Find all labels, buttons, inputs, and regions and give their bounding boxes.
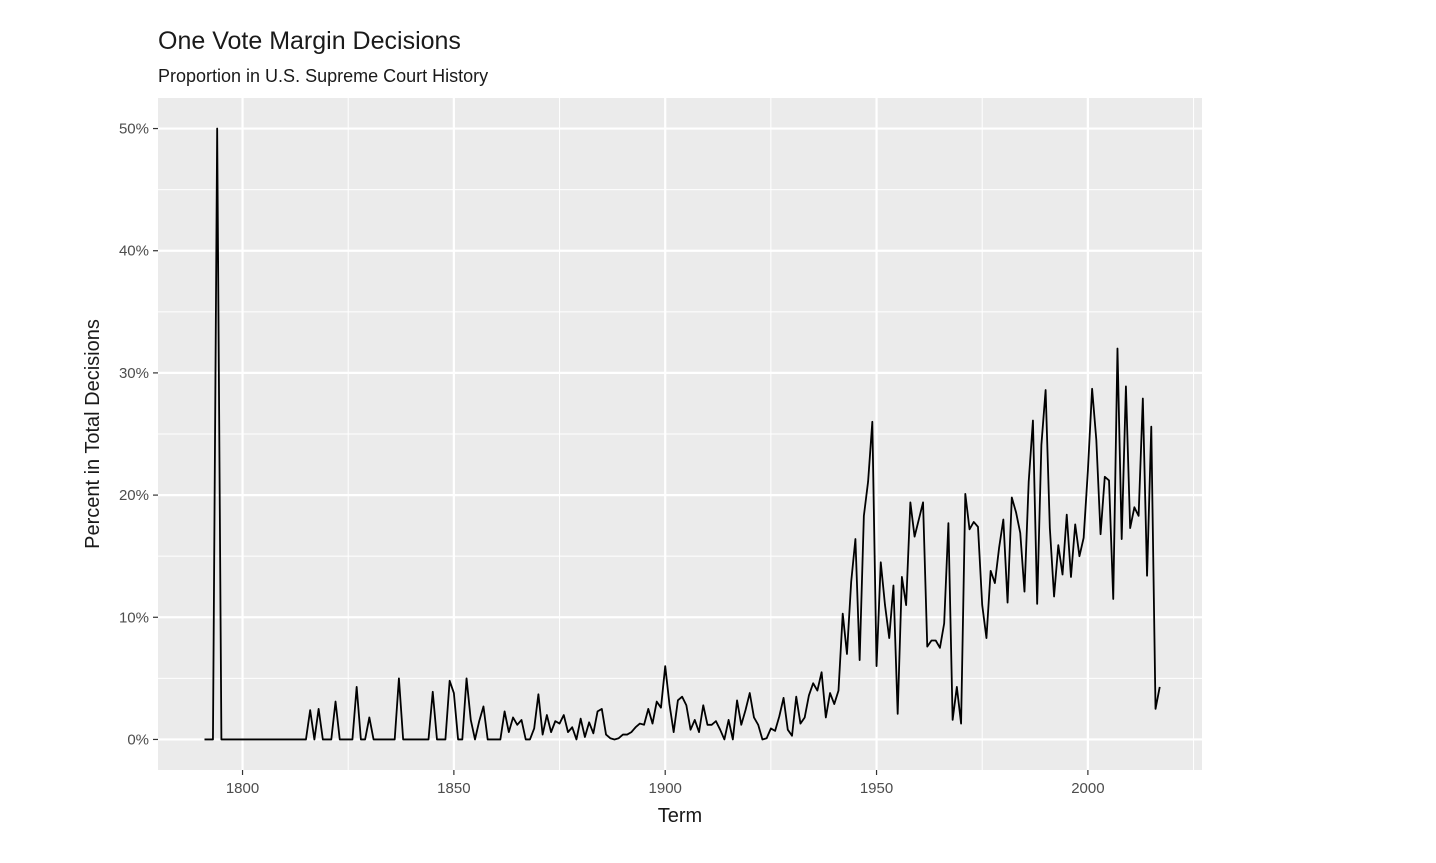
y-tick-label: 50%	[119, 121, 149, 138]
y-axis: 0% 10% 20% 30% 40% 50%	[119, 121, 158, 748]
y-tick-label: 20%	[119, 487, 149, 504]
x-axis: 1800 1850 1900 1950 2000	[226, 770, 1105, 797]
x-tick-label: 1800	[226, 780, 259, 797]
y-axis-title: Percent in Total Decisions	[82, 319, 104, 549]
y-tick-label: 0%	[127, 731, 149, 748]
x-tick-label: 1900	[649, 780, 682, 797]
minor-gridlines	[158, 98, 1202, 770]
x-tick-label: 2000	[1071, 780, 1104, 797]
x-tick-label: 1950	[860, 780, 893, 797]
x-axis-title: Term	[658, 805, 702, 827]
y-tick-label: 40%	[119, 243, 149, 260]
x-tick-label: 1850	[437, 780, 470, 797]
chart-subtitle: Proportion in U.S. Supreme Court History	[158, 66, 488, 86]
y-tick-label: 10%	[119, 609, 149, 626]
series-line	[204, 127, 1161, 741]
chart-title: One Vote Margin Decisions	[158, 27, 461, 55]
y-tick-label: 30%	[119, 365, 149, 382]
